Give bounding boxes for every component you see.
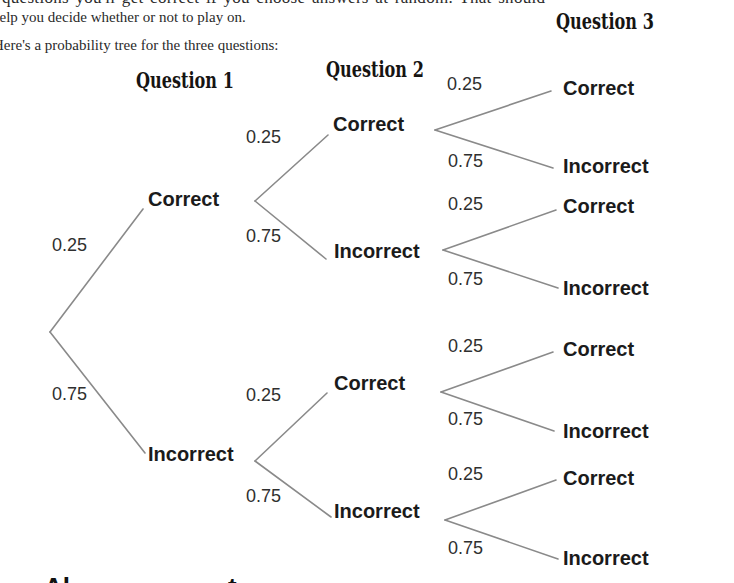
q2-cc-probability: 0.25 — [246, 128, 281, 146]
q2-cc-label: Correct — [333, 114, 404, 134]
q3-ccc-label: Correct — [563, 78, 634, 98]
q3-cci-label: Incorrect — [563, 156, 649, 176]
q3-iic-probability: 0.25 — [448, 465, 483, 483]
q3-cci-probability: 0.75 — [448, 152, 483, 170]
q3-cic-probability: 0.25 — [448, 195, 483, 213]
branch-line-q3-iic — [445, 480, 556, 520]
q3-iii-label: Incorrect — [563, 548, 649, 568]
q2-ci-probability: 0.75 — [246, 227, 281, 245]
q2-ic-label: Correct — [334, 373, 405, 393]
q3-iic-label: Correct — [563, 468, 634, 488]
clipped-bottom-heading: Al t — [40, 570, 270, 583]
q2-ii-label: Incorrect — [334, 501, 420, 521]
paragraph-line-2: help you decide whether or not to play o… — [0, 8, 246, 27]
branch-line-q3-cic — [443, 210, 556, 250]
q3-ccc-probability: 0.25 — [447, 75, 482, 93]
q3-ici-probability: 0.75 — [448, 410, 483, 428]
question-1-header: Question 1 — [136, 68, 234, 91]
clipped-text-fragment-2: t — [228, 572, 237, 583]
q3-cii-label: Incorrect — [563, 278, 649, 298]
q1-incorrect-probability: 0.75 — [52, 385, 87, 403]
q3-icc-probability: 0.25 — [448, 337, 483, 355]
clipped-text-fragment-1: Al — [44, 572, 70, 583]
q2-ci-label: Incorrect — [334, 241, 420, 261]
branch-line-root-correct — [50, 209, 143, 332]
q1-incorrect-label: Incorrect — [148, 444, 234, 464]
question-2-header: Question 2 — [326, 57, 424, 80]
q3-ici-label: Incorrect — [563, 421, 649, 441]
question-3-header: Question 3 — [556, 9, 654, 32]
branch-line-q3-ccc — [435, 91, 551, 130]
paragraph-line-top-clipped: questions you'll get correct if you choo… — [2, 0, 545, 8]
q1-correct-label: Correct — [148, 189, 219, 209]
q3-cii-probability: 0.75 — [448, 270, 483, 288]
q3-icc-label: Correct — [563, 339, 634, 359]
q3-cic-label: Correct — [563, 196, 634, 216]
q2-ii-probability: 0.75 — [246, 487, 281, 505]
book-page: { "page": { "clipped_top_line": "questio… — [0, 0, 734, 583]
q3-iii-probability: 0.75 — [448, 539, 483, 557]
branch-line-q3-icc — [441, 352, 553, 392]
intro-line: Here's a probability tree for the three … — [0, 36, 279, 55]
q1-correct-probability: 0.25 — [52, 236, 87, 254]
q2-ic-probability: 0.25 — [246, 386, 281, 404]
